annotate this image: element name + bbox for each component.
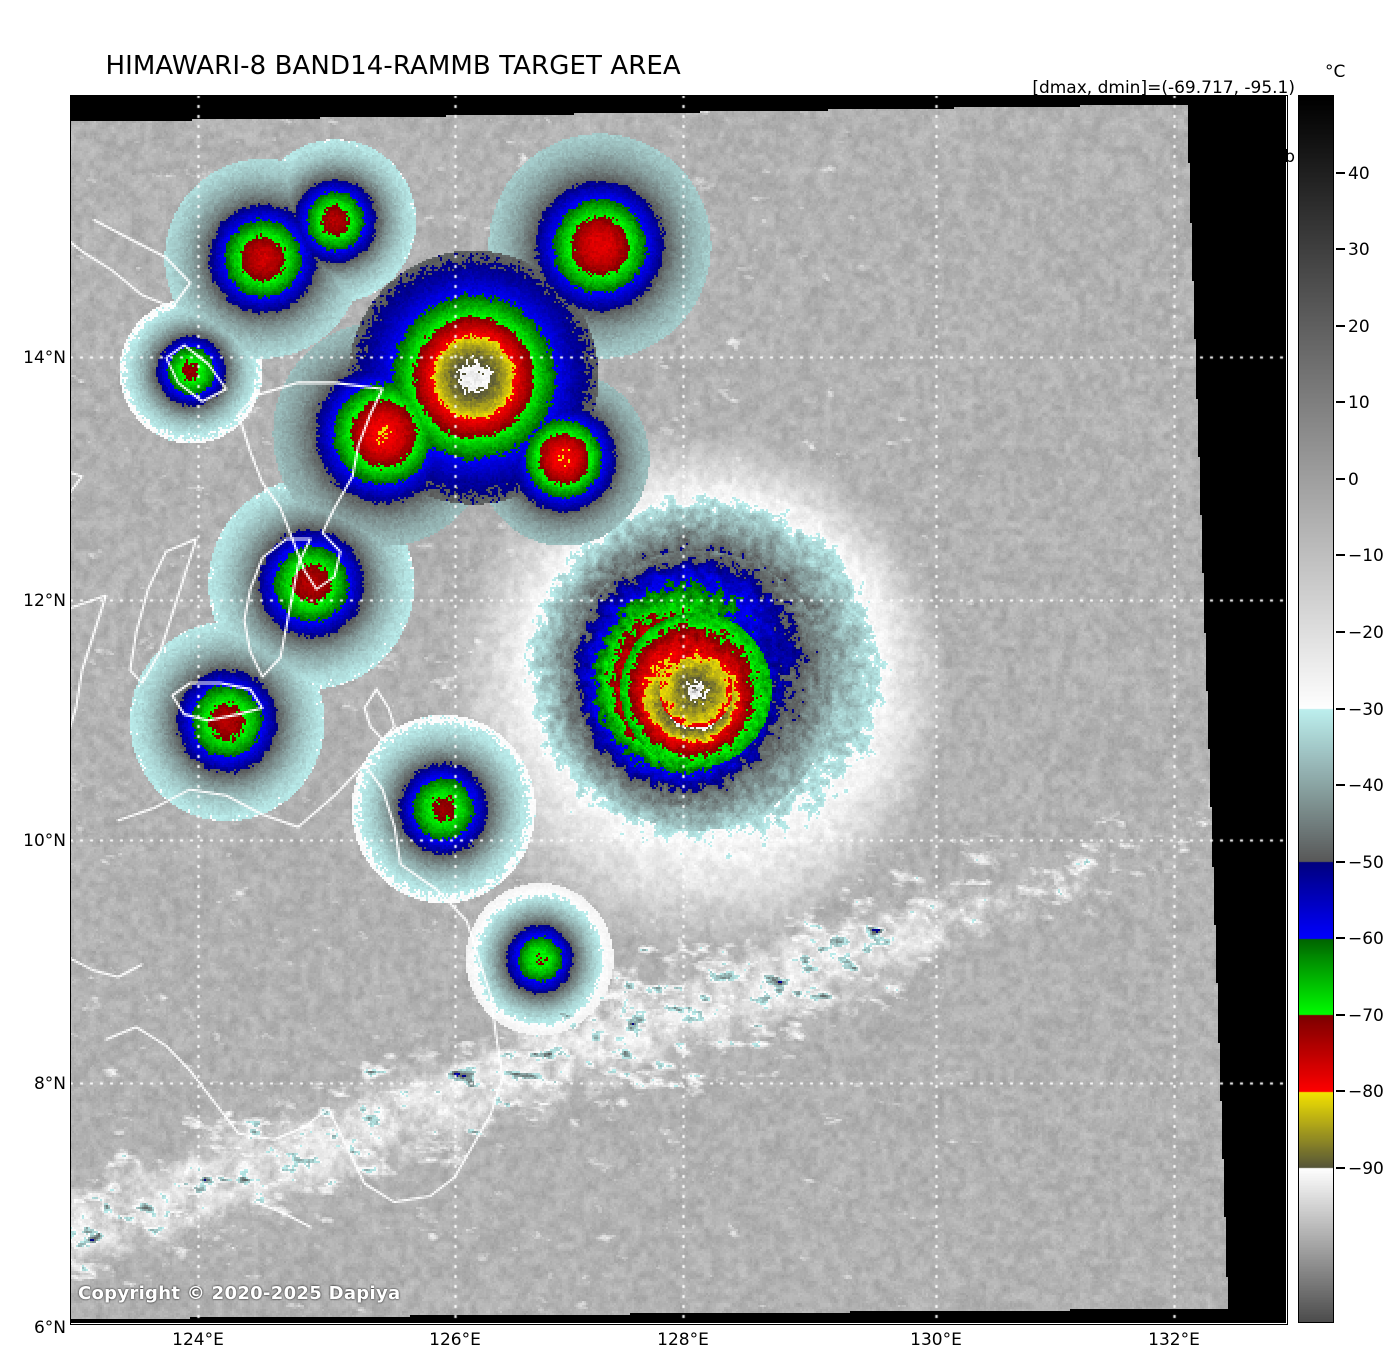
colorbar-tick-mark (1336, 401, 1345, 404)
colorbar-tick-label: 20 (1348, 316, 1370, 337)
colorbar-tick-mark (1336, 630, 1345, 633)
dmax-dmin-readout: [dmax, dmin]=(-69.717, -95.1) (1032, 78, 1295, 98)
x-tick-label: 128°E (657, 1330, 709, 1350)
colorbar-tick-label: −30 (1348, 699, 1384, 720)
colorbar-tick-label: −90 (1348, 1158, 1384, 1179)
colorbar-tick-mark (1336, 937, 1345, 940)
colorbar-tick-mark (1336, 1013, 1345, 1016)
colorbar-tick-mark (1336, 1166, 1345, 1169)
colorbar-tick-mark (1336, 1090, 1345, 1093)
colorbar-unit-label: °C (1325, 62, 1346, 82)
colorbar-tick-mark (1336, 324, 1345, 327)
colorbar-tick-label: −10 (1348, 546, 1384, 567)
colorbar-gradient (1299, 96, 1333, 1322)
copyright-notice: Copyright © 2020-2025 Dapiya (78, 1283, 401, 1304)
y-tick-label: 6°N (33, 1318, 66, 1338)
x-tick-label: 126°E (429, 1330, 481, 1350)
colorbar-tick-label: −40 (1348, 776, 1384, 797)
y-tick-label: 12°N (23, 591, 66, 611)
colorbar-tick-mark (1336, 554, 1345, 557)
colorbar-tick-mark (1336, 860, 1345, 863)
colorbar[interactable] (1298, 95, 1334, 1323)
colorbar-tick-mark (1336, 171, 1345, 174)
colorbar-tick-label: 0 (1348, 469, 1359, 490)
colorbar-tick-mark (1336, 477, 1345, 480)
graticule-overlay-canvas (70, 95, 1286, 1323)
title-line-1: HIMAWARI-8 BAND14-RAMMB TARGET AREA (105, 51, 681, 81)
colorbar-tick-mark (1336, 707, 1345, 710)
colorbar-tick-label: −60 (1348, 929, 1384, 950)
x-tick-label: 124°E (172, 1330, 224, 1350)
colorbar-tick-label: −80 (1348, 1082, 1384, 1103)
y-tick-label: 8°N (33, 1074, 66, 1094)
x-tick-label: 132°E (1148, 1330, 1200, 1350)
colorbar-tick-label: 10 (1348, 393, 1370, 414)
y-tick-label: 10°N (23, 831, 66, 851)
colorbar-tick-label: −70 (1348, 1005, 1384, 1026)
colorbar-tick-label: −50 (1348, 852, 1384, 873)
colorbar-tick-label: 40 (1348, 163, 1370, 184)
colorbar-tick-label: 30 (1348, 240, 1370, 261)
colorbar-tick-label: −20 (1348, 622, 1384, 643)
satellite-plot-area[interactable] (70, 95, 1286, 1323)
colorbar-tick-mark (1336, 784, 1345, 787)
y-tick-label: 14°N (23, 348, 66, 368)
x-tick-label: 130°E (910, 1330, 962, 1350)
colorbar-tick-mark (1336, 248, 1345, 251)
